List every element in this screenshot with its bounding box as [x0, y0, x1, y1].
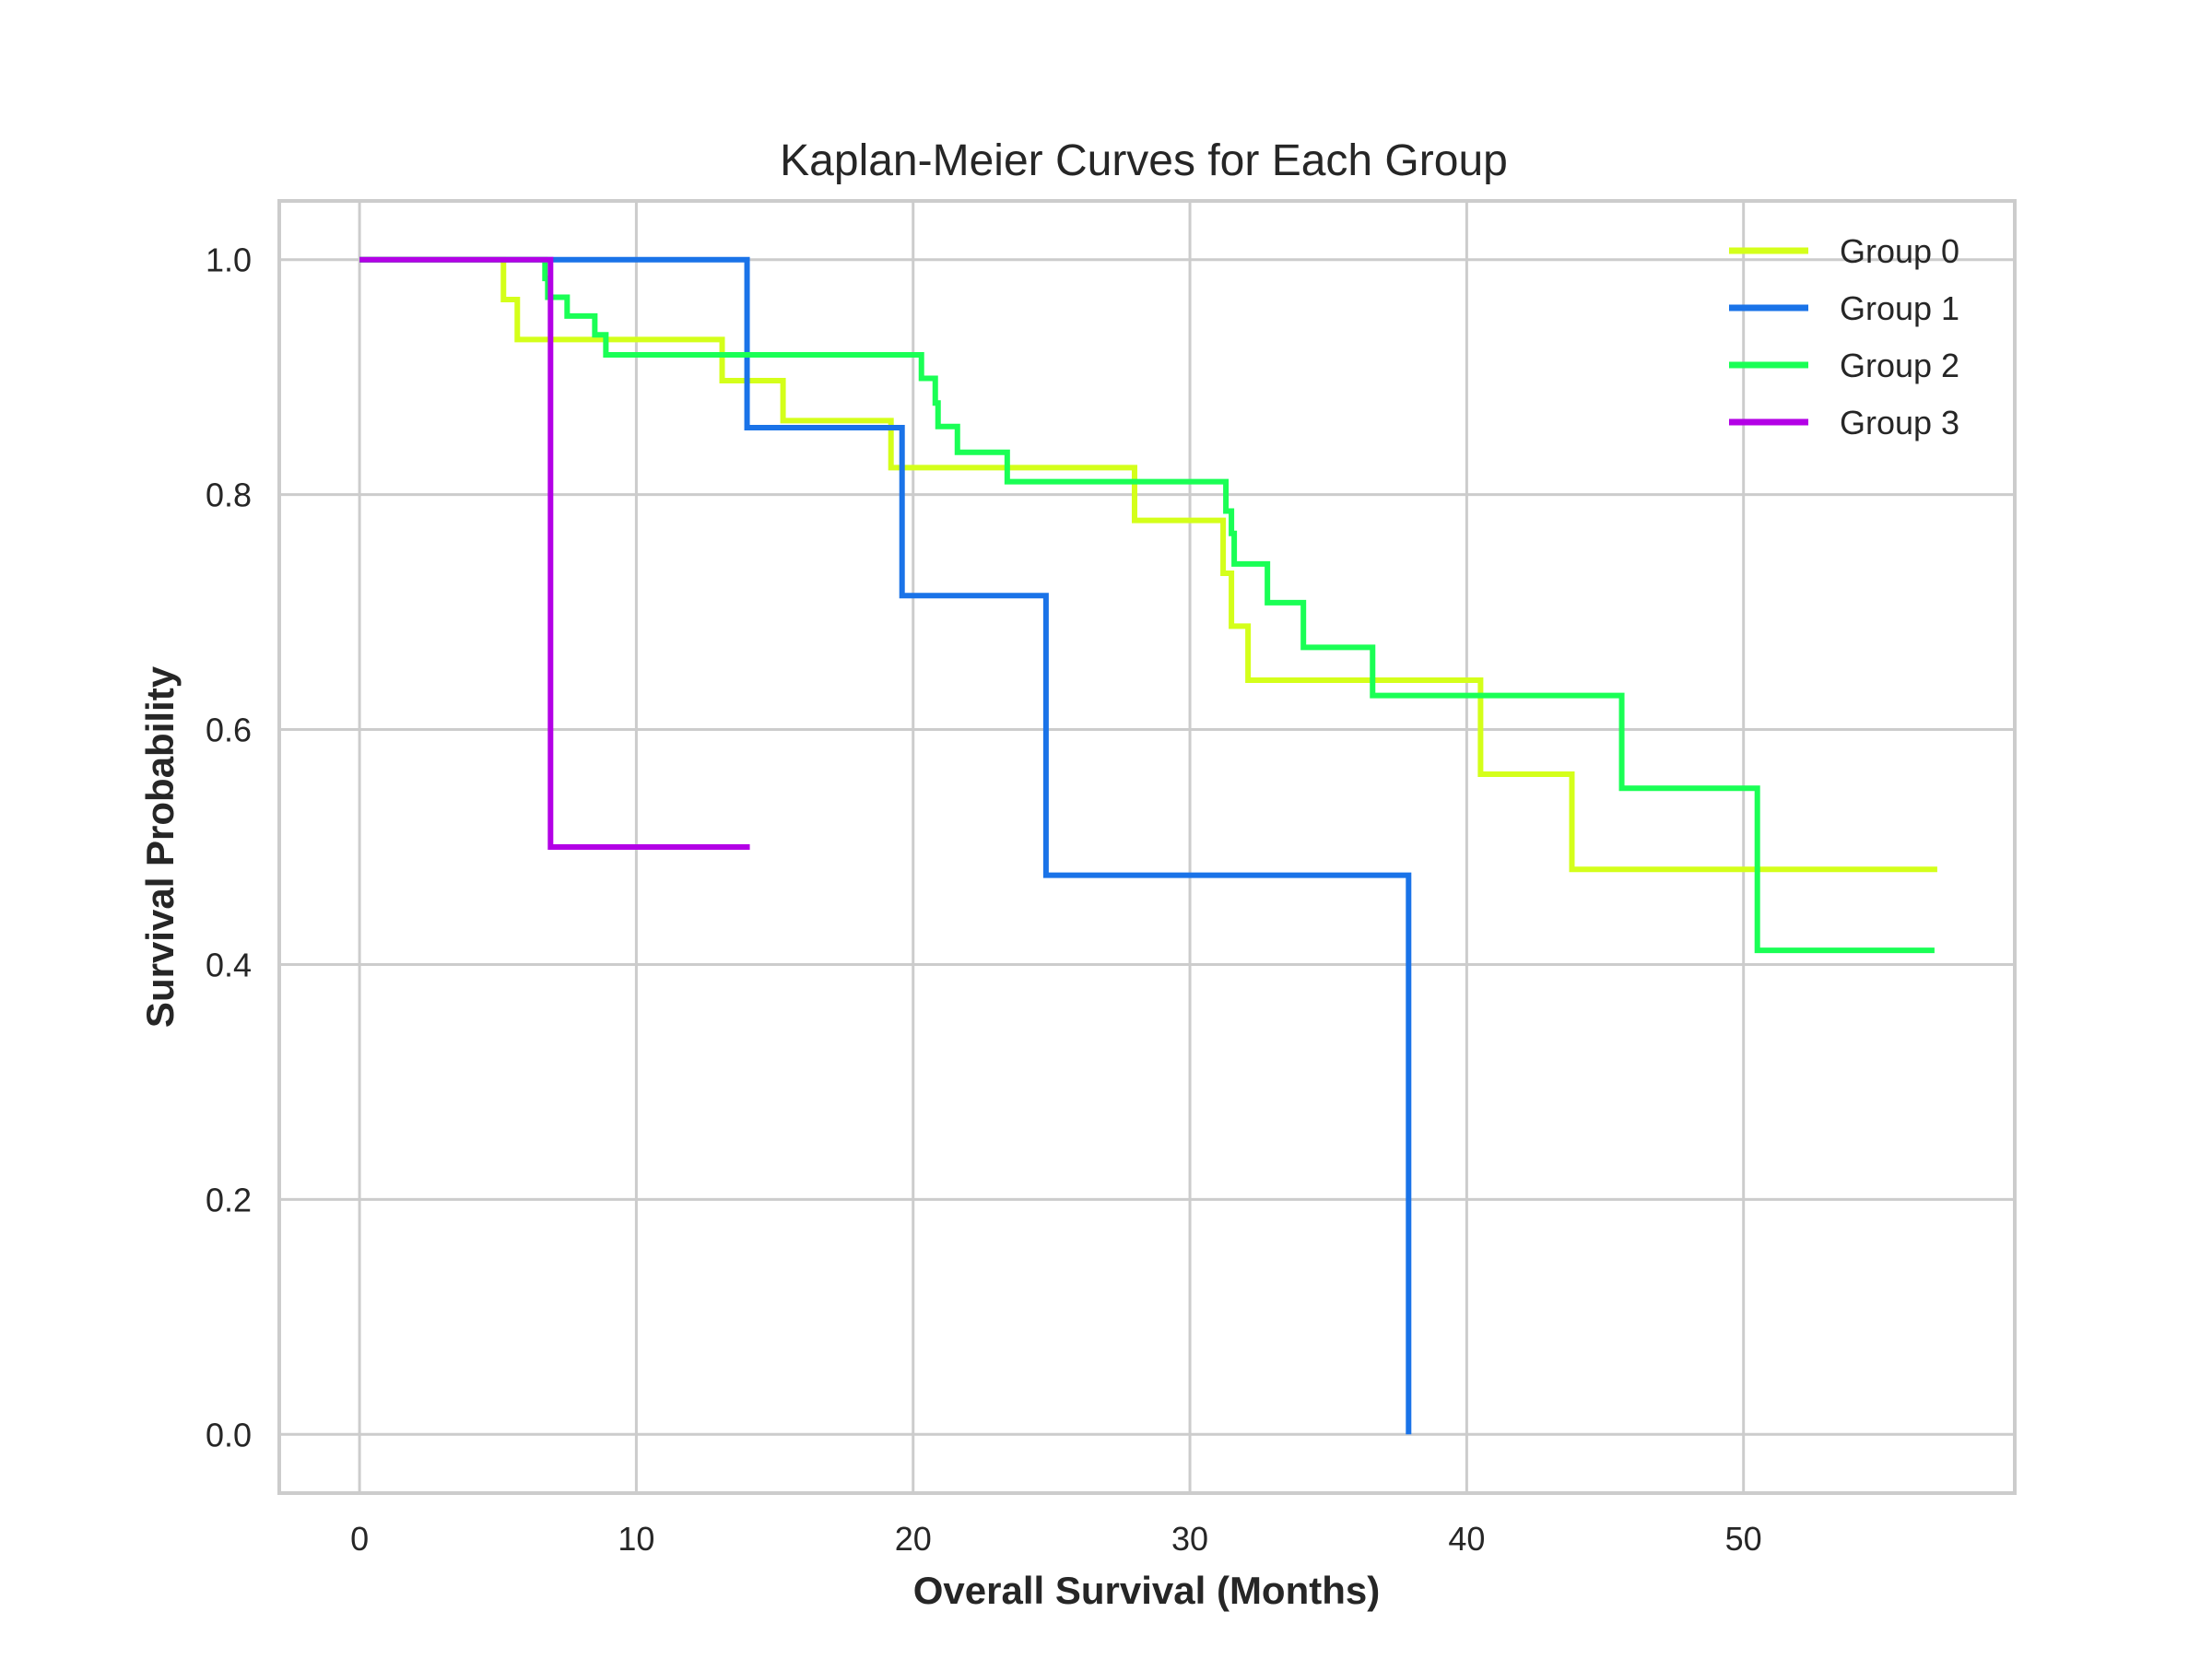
- legend: Group 0 Group 1 Group 2 Group 3: [1729, 232, 1959, 441]
- y-tick-label: 1.0: [206, 241, 252, 279]
- legend-label: Group 0: [1840, 232, 1959, 270]
- legend-label: Group 2: [1840, 347, 1959, 384]
- y-tick-label: 0.6: [206, 712, 252, 749]
- x-tick-label: 20: [895, 1520, 932, 1558]
- series-layer: [359, 256, 1937, 1435]
- series-line-group-2: [359, 256, 1935, 954]
- legend-label: Group 3: [1840, 404, 1959, 441]
- y-tick-labels: 0.0 0.2 0.4 0.6 0.8 1.0: [206, 241, 252, 1454]
- x-tick-labels: 0 10 20 30 40 50: [350, 1520, 1762, 1558]
- series-line-group-0: [359, 256, 1937, 873]
- x-tick-label: 50: [1725, 1520, 1762, 1558]
- series-line-group-1: [359, 256, 1412, 1435]
- x-tick-label: 10: [618, 1520, 654, 1558]
- legend-label: Group 1: [1840, 289, 1959, 327]
- y-tick-label: 0.2: [206, 1181, 252, 1218]
- y-tick-label: 0.4: [206, 946, 252, 983]
- x-tick-label: 30: [1171, 1520, 1208, 1558]
- x-tick-label: 0: [350, 1520, 369, 1558]
- x-axis-label: Overall Survival (Months): [913, 1569, 1380, 1612]
- grid-lines: [279, 201, 2015, 1493]
- y-tick-label: 0.0: [206, 1416, 252, 1453]
- y-tick-label: 0.8: [206, 477, 252, 514]
- chart-title: Kaplan-Meier Curves for Each Group: [780, 136, 1508, 185]
- series-line-group-3: [359, 256, 750, 850]
- plot-frame: [277, 199, 2017, 1495]
- x-tick-label: 40: [1448, 1520, 1485, 1558]
- y-axis-label: Survival Probability: [138, 665, 182, 1028]
